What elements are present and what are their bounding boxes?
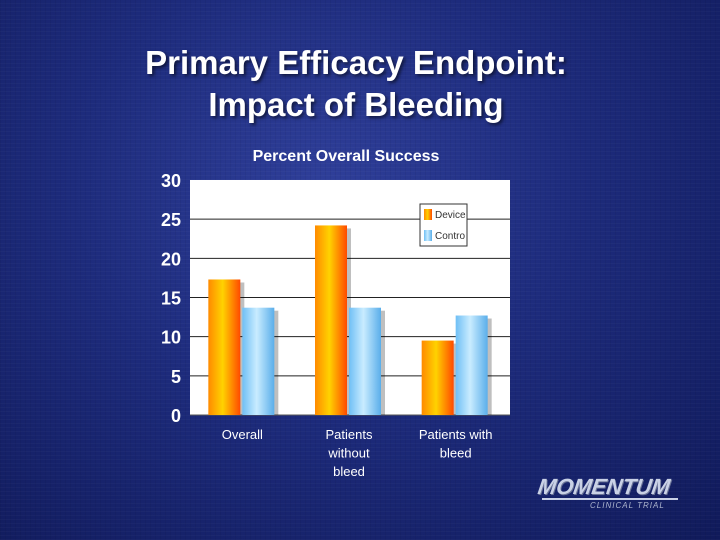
y-tick-label: 10 [161, 328, 181, 348]
bar-control-1 [242, 307, 275, 415]
legend-label-control: Contro [435, 231, 465, 242]
y-tick-label: 5 [171, 367, 181, 387]
slide-title: Primary Efficacy Endpoint: Impact of Ble… [0, 42, 712, 126]
x-tick-label: Overall [222, 427, 263, 442]
y-tick-label: 30 [161, 171, 181, 191]
chart-title: Percent Overall Success [253, 148, 440, 165]
title-line-2: Impact of Bleeding [208, 86, 504, 123]
bar-device-2 [315, 225, 347, 415]
legend-label-device: Device [435, 210, 466, 221]
x-tick-label: Patients without bleed [326, 427, 373, 479]
momentum-logo: MOMENTUM CLINICAL TRIAL [536, 474, 688, 514]
y-tick-label: 20 [161, 249, 181, 269]
y-tick-label: 15 [161, 289, 181, 309]
legend-swatch-control [424, 230, 432, 241]
x-tick-label: Patients with bleed [419, 427, 493, 461]
legend-swatch-device [424, 209, 432, 220]
title-line-1: Primary Efficacy Endpoint: [145, 44, 567, 81]
logo-tagline: CLINICAL TRIAL [590, 501, 665, 510]
bar-device-3 [421, 340, 454, 415]
bar-device-1 [208, 279, 241, 415]
logo-name: MOMENTUM [536, 474, 672, 499]
y-tick-label: 25 [161, 210, 181, 230]
bar-control-3 [455, 315, 488, 415]
logo-underline [542, 498, 678, 500]
y-tick-label: 0 [171, 406, 181, 426]
bar-control-2 [349, 307, 381, 415]
